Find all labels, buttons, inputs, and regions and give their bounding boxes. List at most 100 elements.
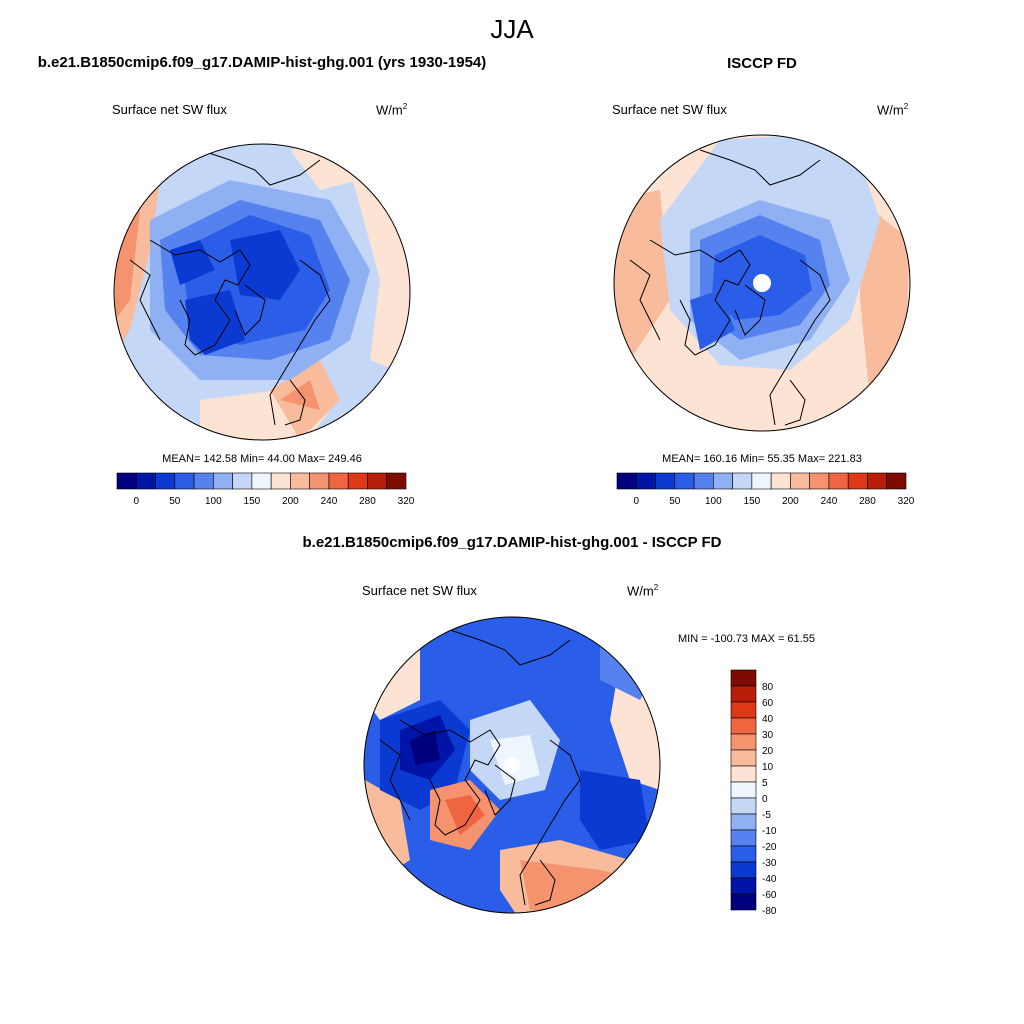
panel2-colorbar-tick-label: 50: [669, 496, 681, 507]
panel2-colorbar-swatch: [751, 472, 772, 490]
panel1-colorbar-swatch: [174, 472, 195, 490]
panel2-pole-hole: [753, 274, 771, 292]
panel3-colorbar-tick-label: -20: [762, 842, 777, 853]
panel3-colorbar-swatch: [730, 877, 757, 895]
panel1-colorbar-swatch: [290, 472, 310, 490]
panel3-colorbar-tick-label: 5: [762, 778, 768, 789]
panel1-title: b.e21.B1850cmip6.f09_g17.DAMIP-hist-ghg.…: [37, 54, 487, 71]
panel1-colorbar-tick-label: 0: [133, 496, 139, 507]
panel3-colorbar-tick-label: 20: [762, 746, 774, 757]
panel3-title: b.e21.B1850cmip6.f09_g17.DAMIP-hist-ghg.…: [302, 534, 722, 551]
panel2-colorbar-swatch: [790, 472, 810, 490]
panel2-colorbar-swatch: [867, 472, 888, 490]
panel2-colorbar-tick-label: 320: [898, 496, 915, 507]
panel3-colorbar-swatch: [730, 845, 757, 863]
panel3-colorbar-swatch: [730, 813, 757, 831]
figure-title: JJA: [490, 14, 534, 44]
panel2-colorbar-swatch: [770, 472, 791, 490]
panel3-colorbar-swatch: [730, 781, 757, 799]
panel1-colorbar-swatch: [270, 472, 291, 490]
panel1-colorbar-tick-label: 320: [398, 496, 415, 507]
panel1-colorbar-tick-label: 50: [169, 496, 181, 507]
panel1-colorbar-swatch: [386, 472, 407, 490]
panel3-colorbar-swatch: [730, 749, 757, 767]
panel2-colorbar-tick-label: 200: [782, 496, 799, 507]
panel2-field-label: Surface net SW flux: [612, 102, 727, 117]
panel2-colorbar-swatch: [828, 472, 849, 490]
panel1-coastlines: [129, 149, 331, 426]
panel2-colorbar-swatch: [616, 472, 637, 490]
panel2-colorbar-swatch: [713, 472, 733, 490]
panel2-colorbar-swatch: [655, 472, 676, 490]
panel1-field-label: Surface net SW flux: [112, 102, 227, 117]
panel3-colorbar-tick-label: -80: [762, 906, 777, 917]
panel2-colorbar-swatch: [847, 472, 868, 490]
panel1-colorbar-swatch: [347, 472, 368, 490]
panel2-coastlines: [629, 149, 831, 426]
panel2-colorbar-tick-label: 0: [633, 496, 639, 507]
panel2-colorbar: 0 50 100 150 200 240 280 320: [616, 472, 915, 507]
panel1-colorbar-swatch: [193, 472, 214, 490]
panel1-colorbar-swatch: [213, 472, 233, 490]
panel3-colorbar-tick-label: -10: [762, 826, 777, 837]
panel2-title: ISCCP FD: [727, 55, 797, 72]
panel3-colorbar-swatch: [730, 893, 757, 911]
panel1-colorbar-swatch: [251, 472, 272, 490]
panel1-colorbar-swatch: [328, 472, 349, 490]
panel2-colorbar-swatch: [886, 472, 907, 490]
panel3-colorbar-swatch: [730, 733, 757, 751]
panel1-colorbar-swatch: [135, 472, 156, 490]
panel2-colorbar-swatch: [732, 472, 753, 490]
panel3-colorbar-swatch: [730, 685, 757, 703]
panel3-colorbar-tick-label: -40: [762, 874, 777, 885]
panel2-colorbar-swatch: [809, 472, 830, 490]
panel1-colorbar-swatch: [367, 472, 388, 490]
panel2-colorbar-tick-label: 100: [705, 496, 722, 507]
panel3-colorbar-swatch: [730, 669, 757, 687]
panel1-colorbar-tick-label: 150: [244, 496, 261, 507]
panel3-colorbar-swatch: [730, 861, 757, 879]
panel2-map-border: [613, 134, 911, 432]
panel3-colorbar-swatch: [730, 797, 757, 815]
panel1-colorbar-tick-label: 200: [282, 496, 299, 507]
panel2-colorbar-tick-label: 280: [859, 496, 876, 507]
panel1-colorbar: 0 50 100 150 200 240 280 320: [116, 472, 415, 507]
panel3-pole-hole: [504, 757, 520, 773]
panel1-colorbar-swatch: [309, 472, 330, 490]
panel2-colorbar-tick-label: 240: [821, 496, 838, 507]
panel3-colorbar-swatch: [730, 765, 757, 783]
panel1-colorbar-tick-label: 280: [359, 496, 376, 507]
panel1-stats: MEAN= 142.58 Min= 44.00 Max= 249.46: [162, 453, 362, 465]
panel3-stats: MIN = -100.73 MAX = 61.55: [678, 633, 815, 645]
panel2-map: [614, 135, 910, 431]
panel3-field-label: Surface net SW flux: [362, 583, 477, 598]
panel1-units: W/m2: [376, 102, 408, 118]
panel2-colorbar-swatch: [693, 472, 714, 490]
panel3-colorbar-tick-label: 40: [762, 714, 774, 725]
panel3-units: W/m2: [627, 583, 659, 599]
panel1-colorbar-swatch: [232, 472, 253, 490]
panel3-colorbar-tick-label: 30: [762, 730, 774, 741]
panel1-colorbar-swatch: [155, 472, 176, 490]
panel3-colorbar-tick-label: -30: [762, 858, 777, 869]
panel1-colorbar-swatch: [116, 472, 137, 490]
panel2-units: W/m2: [877, 102, 909, 118]
panel1-colorbar-tick-label: 240: [321, 496, 338, 507]
panel2-stats: MEAN= 160.16 Min= 55.35 Max= 221.83: [662, 453, 862, 465]
panel3-colorbar-swatch: [730, 701, 757, 719]
panel2-colorbar-swatch: [635, 472, 656, 490]
panel2-colorbar-swatch: [674, 472, 695, 490]
panel1-map-border: [113, 143, 411, 441]
panel1-colorbar-tick-label: 100: [205, 496, 222, 507]
panel3-colorbar-tick-label: -5: [762, 810, 771, 821]
panel3-colorbar-tick-label: 80: [762, 682, 774, 693]
panel3-colorbar-tick-label: 0: [762, 794, 768, 805]
panel2-colorbar-tick-label: 150: [744, 496, 761, 507]
panel3-colorbar-swatch: [730, 717, 757, 735]
panel3-map-border: [363, 616, 661, 914]
panel3-colorbar-tick-label: -60: [762, 890, 777, 901]
panel3-colorbar-tick-label: 60: [762, 698, 774, 709]
panel3-colorbar: 80 60 40 30 20 10 5 0 -5 -10 -20 -30 -40 -60 -80: [730, 669, 777, 917]
panel3-coastlines: [379, 629, 581, 906]
